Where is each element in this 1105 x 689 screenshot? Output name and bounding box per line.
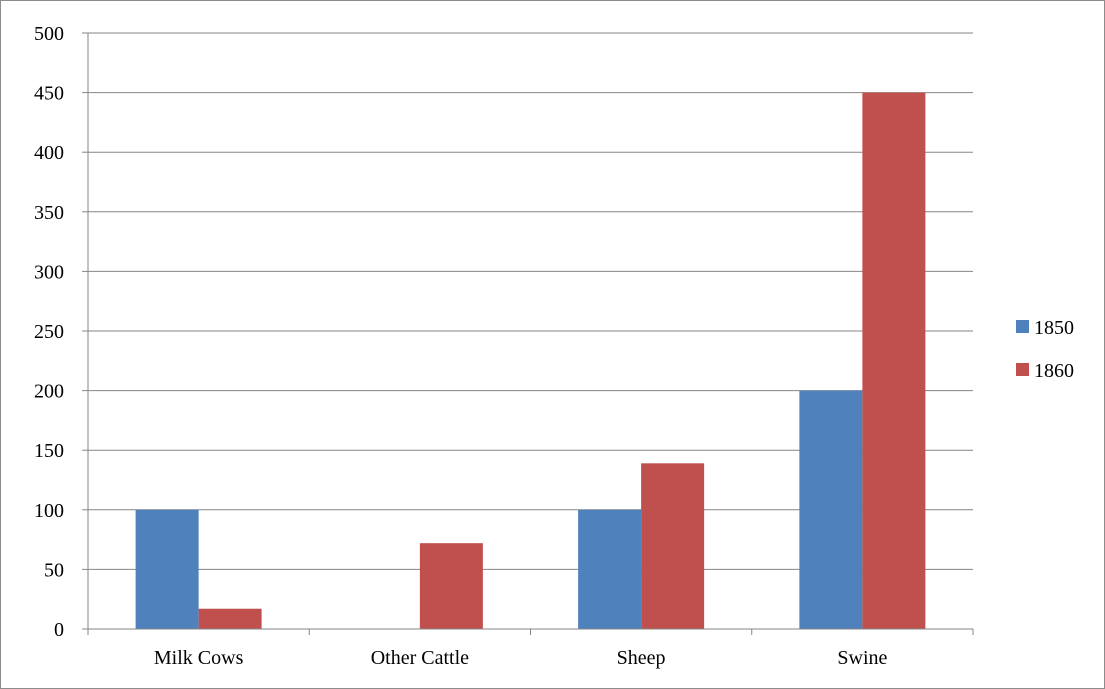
bar-1860-sheep xyxy=(641,463,705,629)
y-tick-label: 100 xyxy=(34,500,64,522)
axes xyxy=(82,32,974,635)
bar-1860-swine xyxy=(862,92,926,630)
bar-1850-swine xyxy=(799,390,863,629)
legend-label-1850: 1850 xyxy=(1034,317,1074,339)
y-tick-label: 300 xyxy=(34,261,64,283)
y-tick-label: 150 xyxy=(34,440,64,462)
legend: 1850 1860 xyxy=(1016,317,1074,382)
legend-swatch-1850 xyxy=(1016,320,1029,333)
bar-1850-sheep xyxy=(578,509,642,629)
x-axis-tick-labels: Milk Cows Other Cattle Sheep Swine xyxy=(154,647,888,669)
bar-1860-other-cattle xyxy=(419,543,483,629)
bar-1850-milk-cows xyxy=(135,509,199,629)
y-tick-label: 50 xyxy=(44,559,64,581)
bar-1860-milk-cows xyxy=(198,608,262,629)
y-tick-label: 350 xyxy=(34,202,64,224)
legend-label-1860: 1860 xyxy=(1034,360,1074,382)
y-tick-label: 400 xyxy=(34,142,64,164)
x-tick-label: Sheep xyxy=(617,647,666,669)
y-tick-label: 200 xyxy=(34,381,64,403)
legend-swatch-1860 xyxy=(1016,363,1029,376)
bars xyxy=(135,92,926,630)
x-tick-label: Milk Cows xyxy=(154,647,244,669)
y-tick-label: 500 xyxy=(34,23,64,45)
y-tick-label: 450 xyxy=(34,83,64,105)
y-axis-tick-labels: 0 50 100 150 200 250 300 350 400 450 500 xyxy=(34,23,64,641)
x-tick-label: Swine xyxy=(837,647,887,669)
y-tick-label: 250 xyxy=(34,321,64,343)
y-tick-label: 0 xyxy=(54,619,64,641)
x-tick-label: Other Cattle xyxy=(371,647,469,669)
